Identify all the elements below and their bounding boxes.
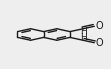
Text: O: O (96, 21, 103, 31)
Text: O: O (96, 38, 103, 48)
Text: H: H (80, 33, 86, 42)
Text: H: H (80, 27, 86, 36)
